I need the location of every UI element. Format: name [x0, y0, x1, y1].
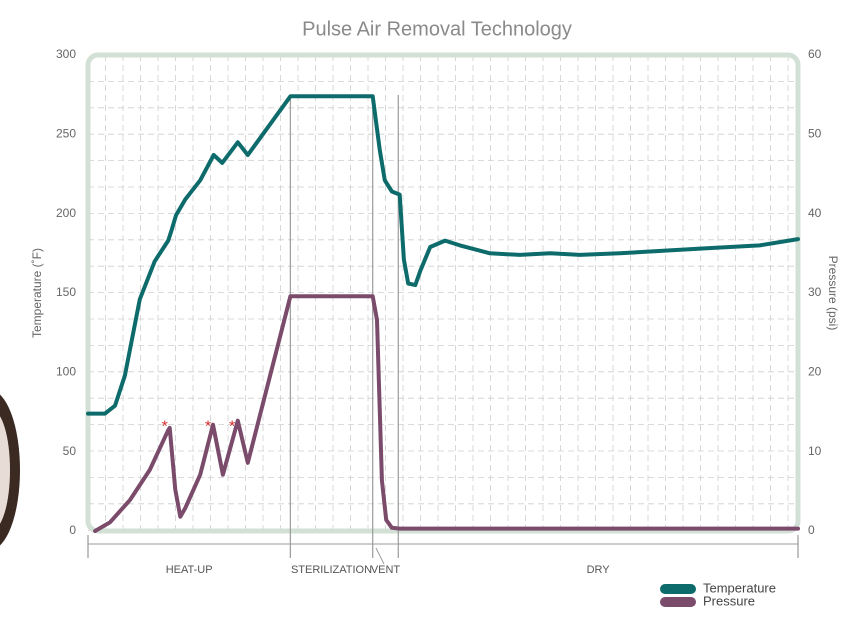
legend-swatch [660, 597, 696, 607]
y-tick-label: 100 [56, 365, 76, 379]
y2-tick-label: 20 [808, 365, 822, 379]
y-tick-label: 200 [56, 206, 76, 220]
annotation: * [229, 418, 235, 435]
chart: Pulse Air Removal Technology Temperature… [0, 0, 842, 613]
y-tick-label: 50 [63, 444, 77, 458]
legend-swatch [660, 584, 696, 594]
data-line [88, 96, 798, 413]
chart-title: Pulse Air Removal Technology [302, 18, 572, 40]
legend-label: Pressure [703, 593, 755, 608]
y2-tick-label: 10 [808, 444, 822, 458]
data-line [95, 296, 798, 531]
phase-label: STERILIZATION [291, 564, 372, 576]
y2-tick-label: 40 [808, 206, 822, 220]
grid [88, 55, 798, 531]
y-tick-label: 0 [69, 523, 76, 537]
y-axis-label: Temperature (˚F) [30, 248, 44, 338]
y-tick-label: 300 [56, 47, 76, 61]
phase-label: HEAT-UP [166, 564, 213, 576]
photo-fragment [0, 390, 20, 550]
y2-tick-label: 50 [808, 127, 822, 141]
y2-tick-label: 0 [808, 523, 815, 537]
phase-label: VENT [371, 564, 401, 576]
y2-tick-label: 30 [808, 285, 822, 299]
annotation: * [162, 418, 168, 435]
y-tick-label: 150 [56, 285, 76, 299]
y-tick-label: 250 [56, 127, 76, 141]
phase-slash [376, 548, 384, 564]
y2-axis-label: Pressure (psi) [826, 256, 840, 331]
y2-tick-label: 60 [808, 47, 822, 61]
annotation: * [205, 418, 211, 435]
phase-label: DRY [587, 564, 611, 576]
